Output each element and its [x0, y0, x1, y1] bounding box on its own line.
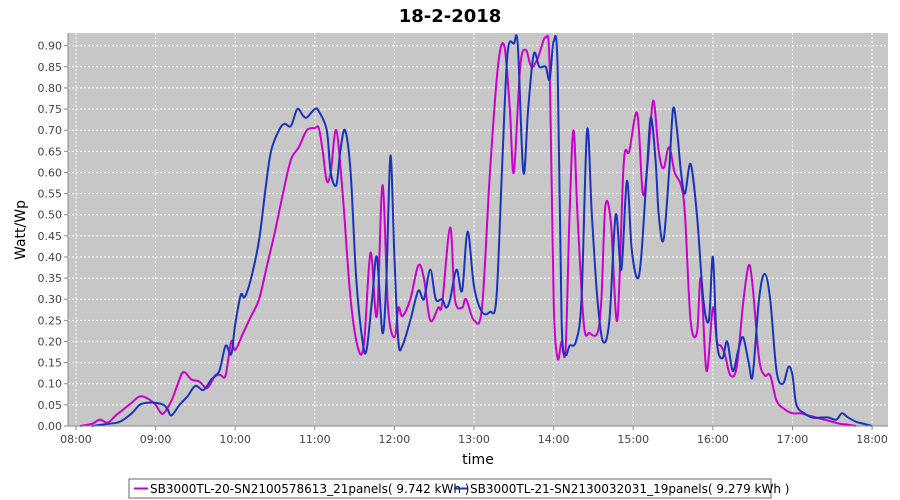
y-tick-label: 0.70: [38, 124, 63, 137]
y-tick-label: 0.50: [38, 209, 63, 222]
y-tick-label: 0.85: [38, 61, 63, 74]
y-tick-label: 0.00: [38, 420, 63, 433]
series-line-2: [91, 34, 873, 427]
y-tick-label: 0.35: [38, 272, 63, 285]
series-line-1: [79, 34, 857, 427]
y-tick-label: 0.40: [38, 251, 63, 264]
x-tick-label: 18:00: [856, 433, 888, 446]
x-tick-label: 10:00: [219, 433, 251, 446]
y-tick-label: 0.05: [38, 399, 63, 412]
legend-label-series-1: SB3000TL-20-SN2100578613_21panels( 9.742…: [150, 482, 469, 496]
y-tick-label: 0.20: [38, 335, 63, 348]
y-tick-label: 0.15: [38, 357, 63, 370]
x-tick-label: 14:00: [538, 433, 570, 446]
y-tick-label: 0.60: [38, 166, 63, 179]
x-tick-label: 17:00: [777, 433, 809, 446]
chart-title: 18-2-2018: [399, 6, 502, 27]
x-tick-label: 12:00: [379, 433, 411, 446]
y-tick-label: 0.10: [38, 378, 63, 391]
x-tick-label: 11:00: [299, 433, 331, 446]
legend: SB3000TL-20-SN2100578613_21panels( 9.742…: [128, 478, 789, 499]
plot-area: [68, 33, 888, 426]
y-tick-label: 0.65: [38, 145, 63, 158]
legend-label-series-2: SB3000TL-21-SN2130032031_19panels( 9.279…: [470, 482, 789, 496]
x-tick-label: 09:00: [140, 433, 172, 446]
y-tick-label: 0.55: [38, 188, 63, 201]
y-tick-label: 0.90: [38, 40, 63, 53]
x-axis-label: time: [462, 452, 494, 468]
series-layer: [79, 34, 873, 427]
y-tick-label: 0.30: [38, 293, 63, 306]
x-tick-label: 16:00: [697, 433, 729, 446]
x-tick-label: 15:00: [617, 433, 649, 446]
x-tick-label: 13:00: [458, 433, 490, 446]
axes: 0.00 0.05 0.10 0.15 0.20 0.25 0.30 0.35 0.40 0.45…: [38, 33, 888, 446]
y-tick-label: 0.45: [38, 230, 63, 243]
y-tick-label: 0.25: [38, 314, 63, 327]
y-tick-label: 0.75: [38, 103, 63, 116]
y-tick-label: 0.80: [38, 82, 63, 95]
x-tick-label: 08:00: [60, 433, 92, 446]
legend-box: [128, 478, 772, 499]
y-axis-label: Watt/Wp: [13, 200, 29, 260]
grid: [68, 33, 888, 427]
